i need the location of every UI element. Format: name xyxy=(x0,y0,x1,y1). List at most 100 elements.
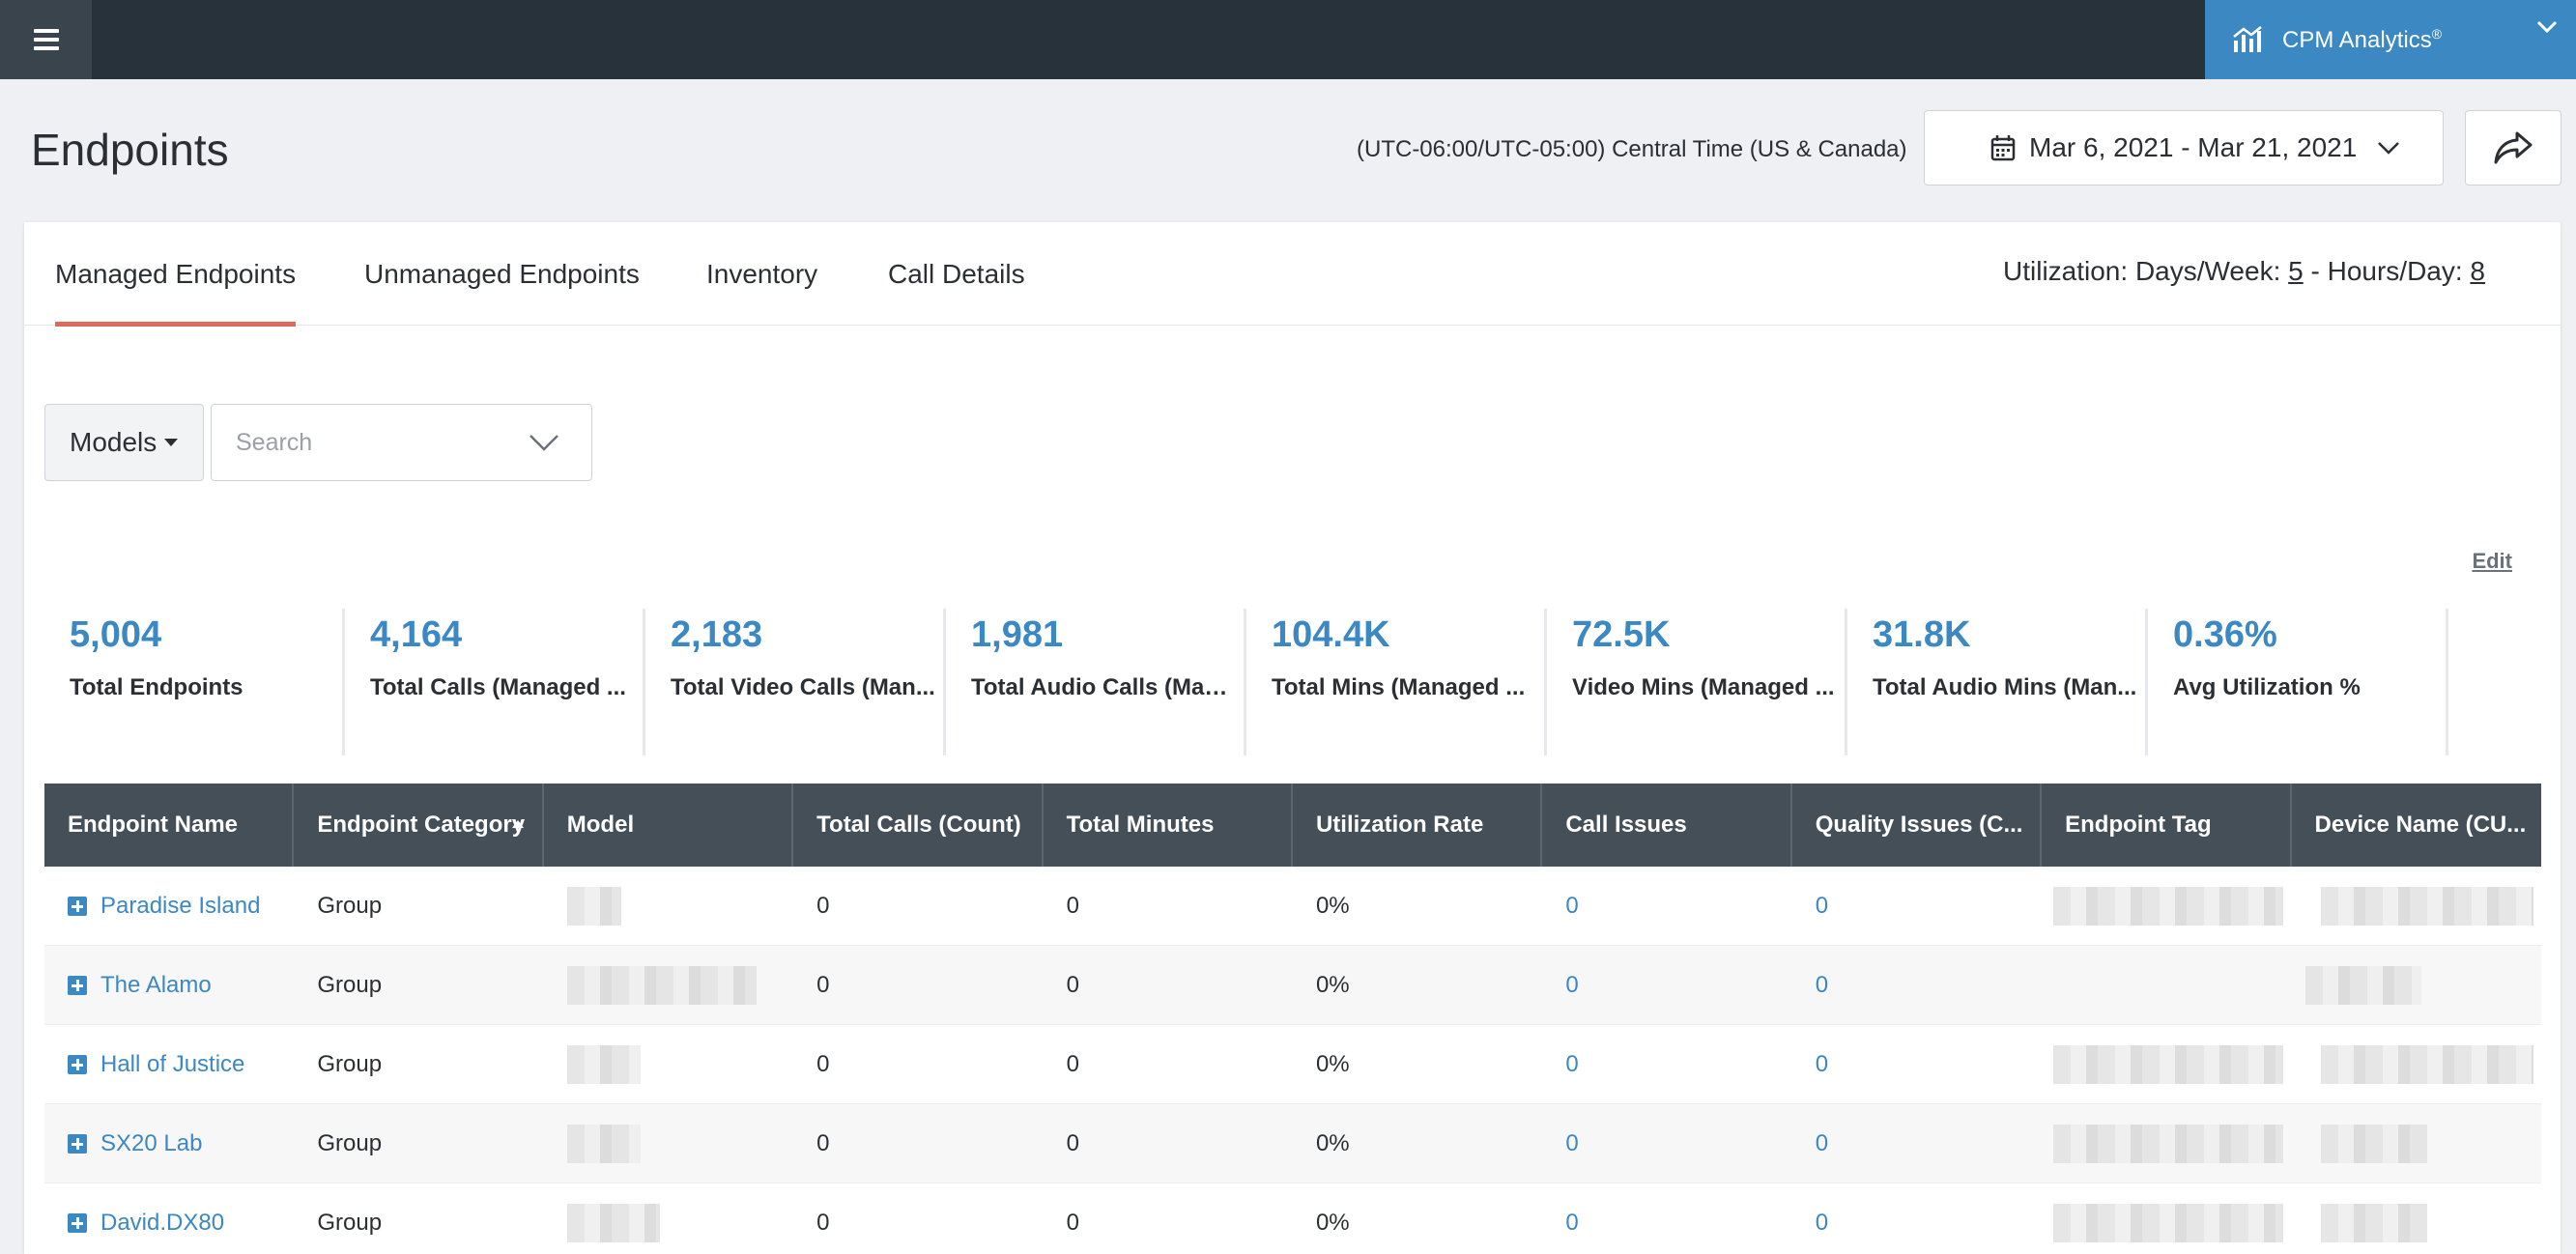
model-cell xyxy=(544,1183,793,1254)
stat-value: 104.4K xyxy=(1272,614,1390,655)
call-issues-link[interactable]: 0 xyxy=(1565,1130,1579,1156)
tab-call-details[interactable]: Call Details xyxy=(888,258,1025,289)
column-header[interactable]: Total Minutes xyxy=(1044,784,1293,867)
quality-issues-link[interactable]: 0 xyxy=(1815,1130,1829,1156)
models-filter-dropdown[interactable]: Models xyxy=(44,404,204,481)
endpoint-link[interactable]: David.DX80 xyxy=(100,1210,225,1236)
column-header[interactable]: Model xyxy=(544,784,794,867)
call-issues-link[interactable]: 0 xyxy=(1565,1210,1579,1236)
stat-label: Total Endpoints xyxy=(70,674,243,700)
column-header[interactable]: Quality Issues (C... xyxy=(1792,784,2043,867)
expand-row-icon[interactable] xyxy=(68,1213,87,1233)
endpoint-name-cell: David.DX80 xyxy=(44,1183,294,1254)
redacted-value xyxy=(566,1204,660,1242)
table-row: The Alamo Group 0 0 0% 0 0 xyxy=(44,946,2541,1025)
date-range-picker[interactable]: Mar 6, 2021 - Mar 21, 2021 xyxy=(1924,110,2444,185)
quality-issues-link[interactable]: 0 xyxy=(1815,1051,1829,1077)
stat-card: 5,004 Total Endpoints xyxy=(44,609,345,755)
redacted-value xyxy=(2304,966,2421,1005)
tab-bar: Managed Endpoints Unmanaged Endpoints In… xyxy=(24,222,2561,327)
utilization-hours-link[interactable]: 8 xyxy=(2470,256,2485,286)
stat-card: 31.8K Total Audio Mins (Man... xyxy=(1847,609,2148,755)
chevron-down-icon xyxy=(2378,142,2400,155)
share-button[interactable] xyxy=(2465,110,2562,185)
endpoint-link[interactable]: The Alamo xyxy=(100,972,212,998)
stat-card: 72.5K Video Mins (Managed ... xyxy=(1547,609,1847,755)
stat-card: 0.36% Avg Utilization % xyxy=(2148,609,2448,755)
utilization-days-link[interactable]: 5 xyxy=(2288,256,2304,286)
call-issues-link[interactable]: 0 xyxy=(1565,893,1579,919)
model-cell xyxy=(544,1025,793,1104)
column-header[interactable]: Total Calls (Count) xyxy=(793,784,1044,867)
call-issues-link[interactable]: 0 xyxy=(1565,972,1579,998)
divider xyxy=(1845,609,1847,755)
column-header-sorted[interactable]: Endpoint Category xyxy=(294,784,544,867)
endpoint-link[interactable]: Hall of Justice xyxy=(100,1051,245,1077)
total-minutes-cell: 0 xyxy=(1066,893,1079,919)
quality-issues-link[interactable]: 0 xyxy=(1815,972,1829,998)
timezone-label: (UTC-06:00/UTC-05:00) Central Time (US &… xyxy=(1357,136,1907,162)
edit-stats-link[interactable]: Edit xyxy=(2472,549,2512,573)
total-minutes-cell: 0 xyxy=(1066,1051,1079,1077)
stat-card: 4,164 Total Calls (Managed ... xyxy=(345,609,645,755)
quality-issues-link[interactable]: 0 xyxy=(1815,893,1829,919)
hamburger-icon xyxy=(33,29,59,50)
stat-label: Video Mins (Managed ... xyxy=(1572,674,1835,700)
stat-card: 2,183 Total Video Calls (Man... xyxy=(645,609,946,755)
sort-ascending-icon xyxy=(512,820,525,828)
endpoint-name-cell: Paradise Island xyxy=(44,867,294,946)
utilization-cell: 0% xyxy=(1315,1051,1350,1077)
expand-row-icon[interactable] xyxy=(68,1134,87,1154)
device-name-cell xyxy=(2292,1104,2541,1183)
redacted-value xyxy=(2320,1204,2427,1242)
redacted-value xyxy=(566,1125,641,1163)
redacted-value xyxy=(2053,887,2284,926)
tab-managed-endpoints[interactable]: Managed Endpoints xyxy=(55,222,297,327)
tab-unmanaged-endpoints[interactable]: Unmanaged Endpoints xyxy=(364,258,640,289)
endpoint-tag-cell xyxy=(2042,1025,2291,1104)
column-header[interactable]: Utilization Rate xyxy=(1293,784,1543,867)
calendar-icon xyxy=(1990,135,2016,161)
stat-value: 4,164 xyxy=(370,614,463,655)
endpoint-link[interactable]: SX20 Lab xyxy=(100,1130,203,1156)
quality-issues-link[interactable]: 0 xyxy=(1815,1210,1829,1236)
stat-value: 0.36% xyxy=(2173,614,2277,655)
device-name-cell xyxy=(2292,867,2541,946)
redacted-value xyxy=(2320,1125,2427,1163)
top-bar: CPM Analytics® xyxy=(0,0,2576,79)
model-cell xyxy=(544,946,793,1025)
column-header[interactable]: Device Name (CU... xyxy=(2314,812,2527,838)
app-name: CPM Analytics® xyxy=(2282,25,2443,53)
page-title: Endpoints xyxy=(31,125,229,175)
app-switcher-button[interactable]: CPM Analytics® xyxy=(2205,0,2576,79)
redacted-value xyxy=(566,966,757,1005)
chevron-down-icon xyxy=(2536,20,2558,34)
tab-inventory[interactable]: Inventory xyxy=(706,258,818,289)
device-name-cell xyxy=(2292,1183,2541,1254)
expand-row-icon[interactable] xyxy=(68,976,87,995)
column-header[interactable]: Endpoint Name xyxy=(44,784,295,867)
total-calls-cell: 0 xyxy=(816,1051,830,1077)
search-select[interactable] xyxy=(211,404,592,481)
search-input[interactable] xyxy=(236,428,506,457)
stat-label: Total Mins (Managed ... xyxy=(1272,674,1526,700)
table-row: Paradise Island Group 0 0 0% 0 0 xyxy=(44,867,2541,946)
stat-card: 104.4K Total Mins (Managed ... xyxy=(1246,609,1547,755)
stat-value: 72.5K xyxy=(1572,614,1671,655)
divider xyxy=(2145,609,2148,755)
redacted-value xyxy=(2053,1125,2284,1163)
endpoint-name-cell: SX20 Lab xyxy=(44,1104,294,1183)
call-issues-link[interactable]: 0 xyxy=(1565,1051,1579,1077)
category-cell: Group xyxy=(317,893,383,919)
column-header[interactable]: Endpoint Tag xyxy=(2042,784,2292,867)
chevron-down-icon[interactable] xyxy=(528,432,560,453)
expand-row-icon[interactable] xyxy=(68,1055,87,1074)
divider xyxy=(342,609,345,755)
menu-button[interactable] xyxy=(0,0,92,79)
total-minutes-cell: 0 xyxy=(1066,972,1079,998)
redacted-value xyxy=(2320,1045,2533,1084)
stat-value: 31.8K xyxy=(1873,614,1971,655)
expand-row-icon[interactable] xyxy=(68,897,87,916)
endpoint-link[interactable]: Paradise Island xyxy=(100,893,261,919)
column-header[interactable]: Call Issues xyxy=(1542,784,1792,867)
